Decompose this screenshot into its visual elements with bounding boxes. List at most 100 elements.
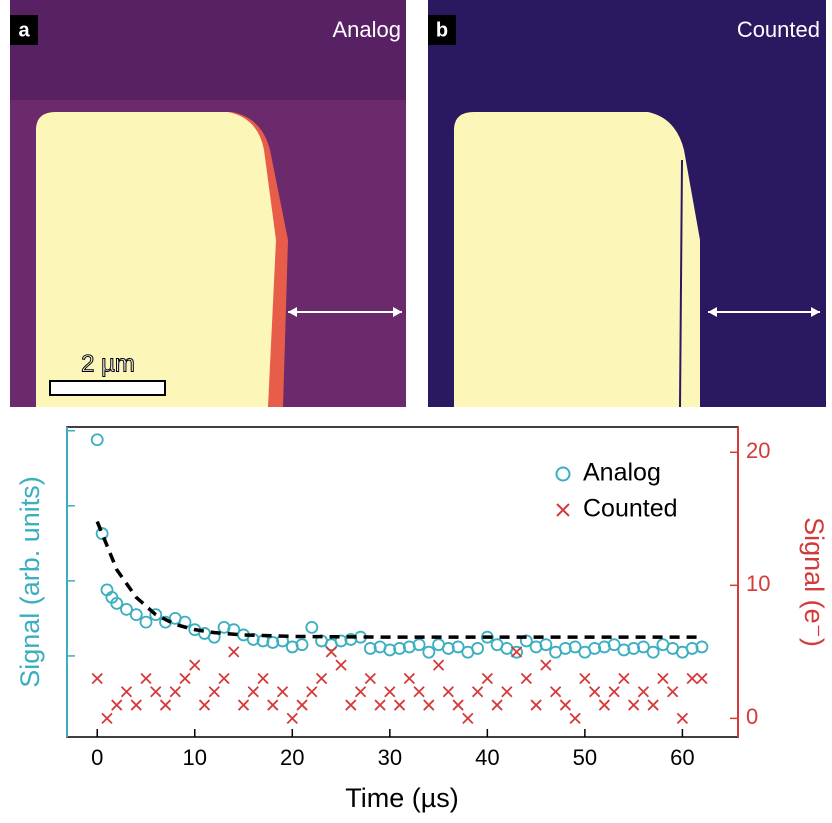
counted-point	[657, 672, 669, 685]
legend-label: Counted	[583, 495, 678, 523]
analog-point	[393, 642, 406, 655]
analog-point	[539, 638, 553, 652]
counted-point	[676, 712, 689, 725]
panel-label: a	[18, 19, 30, 41]
counted-point	[228, 646, 240, 658]
counted-point	[608, 686, 620, 698]
analog-point	[334, 634, 348, 648]
analog-point	[305, 621, 319, 634]
counted-point	[462, 712, 474, 725]
counted-point	[432, 659, 445, 671]
counted-point	[520, 672, 532, 685]
counted-point	[471, 686, 484, 698]
y2-tick-label: 20	[746, 438, 770, 463]
y2-axis-label: Signal (e⁻)	[799, 517, 829, 647]
panel-b: b Counted	[428, 0, 826, 408]
analog-point	[636, 640, 650, 654]
counted-point	[530, 699, 542, 711]
analog-point	[646, 645, 660, 659]
counted-point	[208, 686, 220, 698]
image-shade	[10, 0, 406, 100]
y2-tick-label: 10	[746, 571, 770, 596]
counted-point	[667, 686, 679, 698]
counted-point	[306, 686, 318, 698]
analog-point	[129, 608, 143, 622]
x-tick-label: 60	[670, 745, 694, 770]
counted-point	[647, 699, 659, 711]
counted-point	[442, 686, 454, 698]
scale-label: 2 µm	[81, 350, 135, 377]
panel-title: Counted	[737, 17, 820, 42]
fit-line	[95, 520, 702, 639]
counted-point	[618, 672, 630, 685]
x-tick-label: 0	[91, 745, 103, 770]
image-edge	[679, 159, 683, 408]
counted-point	[189, 659, 201, 671]
analog-point	[412, 638, 426, 652]
counted-point	[296, 699, 308, 711]
analog-point	[95, 527, 109, 540]
counted-point	[130, 699, 142, 711]
counted-point	[501, 686, 513, 698]
counted-point	[510, 646, 523, 658]
counted-point	[628, 699, 640, 711]
legend-marker	[555, 466, 571, 482]
panel-a: 2 µm a Analog	[10, 0, 406, 407]
counted-point	[159, 699, 172, 711]
analog-point	[383, 643, 397, 657]
image-feature	[36, 112, 276, 407]
analog-point	[139, 615, 153, 629]
analog-point	[363, 642, 377, 655]
counted-point	[237, 699, 250, 711]
counted-point	[267, 699, 279, 711]
counted-point	[325, 646, 337, 658]
x-axis-label: Time (µs)	[345, 783, 459, 813]
x-tick-label: 40	[475, 745, 499, 770]
counted-point	[491, 699, 503, 711]
analog-point	[266, 636, 280, 649]
panel-label-box	[10, 15, 38, 45]
analog-point	[120, 602, 133, 616]
counted-point	[335, 659, 347, 671]
legend-marker	[556, 503, 570, 517]
counted-point	[354, 686, 367, 698]
counted-point	[637, 686, 650, 698]
counted-point	[364, 672, 376, 685]
counted-point	[452, 699, 464, 711]
counted-point	[101, 712, 113, 725]
counted-point	[286, 712, 298, 725]
x-tick-label: 20	[280, 745, 304, 770]
analog-point	[607, 638, 621, 652]
counted-point	[559, 699, 572, 711]
analog-point	[422, 645, 436, 659]
counted-point	[140, 672, 152, 685]
legend-label: Analog	[583, 459, 661, 487]
chart: Time (µs) Signal (arb. units) Signal (e⁻…	[15, 426, 829, 813]
analog-point	[695, 640, 709, 654]
analog-point	[510, 645, 524, 659]
analog-point	[471, 642, 484, 655]
counted-point	[218, 672, 230, 685]
counted-point	[120, 686, 133, 698]
x-tick-label: 50	[573, 745, 597, 770]
panel-title: Analog	[332, 17, 401, 42]
counted-point	[91, 672, 103, 685]
counted-point	[150, 686, 162, 698]
x-tick-label: 30	[378, 745, 402, 770]
counted-point	[384, 686, 396, 698]
counted-point	[403, 672, 415, 685]
counted-point	[345, 699, 357, 711]
analog-point	[568, 640, 582, 654]
image-feature	[454, 112, 700, 407]
counted-point	[588, 686, 601, 698]
counted-point	[247, 686, 259, 698]
analog-point	[558, 642, 572, 655]
counted-point	[111, 699, 123, 711]
counted-point	[569, 712, 581, 725]
counted-point	[696, 672, 708, 685]
y2-tick-label: 0	[746, 704, 758, 729]
counted-point	[393, 699, 406, 711]
analog-point	[149, 608, 163, 622]
counted-point	[540, 659, 552, 671]
